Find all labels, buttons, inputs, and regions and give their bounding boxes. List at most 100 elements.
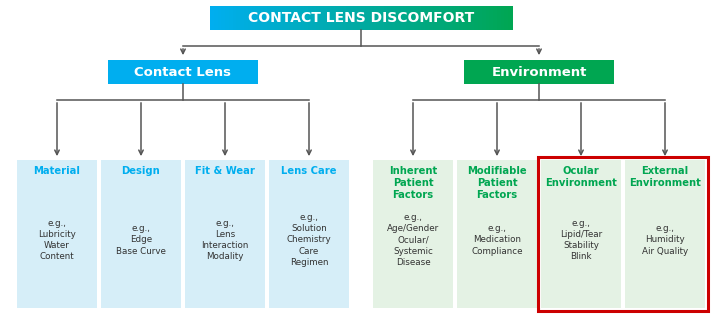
Text: Modifiable
Patient
Factors: Modifiable Patient Factors (467, 166, 527, 200)
Bar (293, 6, 297, 30)
Bar (354, 6, 357, 30)
Bar (334, 6, 339, 30)
Bar (185, 160, 265, 308)
Bar (373, 160, 453, 308)
Bar (500, 6, 505, 30)
Bar (327, 6, 331, 30)
Text: CONTACT LENS DISCOMFORT: CONTACT LENS DISCOMFORT (248, 11, 474, 25)
Bar (625, 160, 705, 308)
Text: Inherent
Patient
Factors: Inherent Patient Factors (389, 166, 437, 200)
Bar (349, 6, 354, 30)
Bar (466, 6, 471, 30)
Bar (486, 6, 490, 30)
Bar (444, 6, 448, 30)
Text: e.g.,
Edge
Base Curve: e.g., Edge Base Curve (116, 224, 166, 256)
Bar (266, 6, 271, 30)
Text: Fit & Wear: Fit & Wear (195, 166, 255, 176)
Bar (368, 6, 373, 30)
Bar (365, 6, 369, 30)
Bar (278, 6, 282, 30)
Bar (373, 6, 377, 30)
Text: Ocular
Environment: Ocular Environment (545, 166, 617, 188)
Text: e.g.,
Lens
Interaction
Modality: e.g., Lens Interaction Modality (201, 219, 248, 261)
Bar (232, 6, 237, 30)
Bar (456, 6, 460, 30)
Bar (508, 6, 513, 30)
Bar (380, 6, 384, 30)
Text: Environment: Environment (491, 65, 587, 78)
Bar (429, 6, 433, 30)
Text: e.g.,
Humidity
Air Quality: e.g., Humidity Air Quality (642, 224, 688, 256)
Bar (256, 6, 260, 30)
Bar (493, 6, 497, 30)
Text: Design: Design (121, 166, 160, 176)
Bar (319, 6, 323, 30)
Bar (459, 6, 464, 30)
Bar (316, 6, 320, 30)
Text: External
Environment: External Environment (629, 166, 701, 188)
Bar (451, 6, 456, 30)
Bar (17, 160, 97, 308)
Bar (478, 6, 482, 30)
Bar (269, 160, 349, 308)
Bar (225, 6, 230, 30)
Bar (214, 6, 218, 30)
Bar (300, 6, 305, 30)
Bar (463, 6, 467, 30)
Bar (474, 6, 479, 30)
Bar (437, 6, 440, 30)
Text: e.g.,
Lipid/Tear
Stability
Blink: e.g., Lipid/Tear Stability Blink (560, 219, 602, 261)
Bar (248, 6, 252, 30)
Bar (308, 6, 313, 30)
Bar (464, 60, 614, 84)
Bar (399, 6, 403, 30)
Bar (101, 160, 181, 308)
Bar (448, 6, 452, 30)
Bar (482, 6, 486, 30)
Bar (417, 6, 422, 30)
Bar (391, 6, 396, 30)
Bar (263, 6, 267, 30)
Bar (271, 6, 274, 30)
Bar (414, 6, 418, 30)
Bar (282, 6, 286, 30)
Bar (406, 6, 411, 30)
Bar (236, 6, 240, 30)
Bar (541, 160, 621, 308)
Bar (342, 6, 347, 30)
Bar (290, 6, 294, 30)
Text: Material: Material (33, 166, 80, 176)
Bar (339, 6, 343, 30)
Bar (312, 6, 316, 30)
Bar (217, 6, 222, 30)
Bar (108, 60, 258, 84)
Bar (395, 6, 399, 30)
Bar (425, 6, 430, 30)
Bar (497, 6, 501, 30)
Bar (305, 6, 308, 30)
Bar (222, 6, 225, 30)
Bar (440, 6, 445, 30)
Bar (457, 160, 537, 308)
Bar (210, 6, 214, 30)
Bar (331, 6, 335, 30)
Bar (432, 6, 437, 30)
Bar (285, 6, 290, 30)
Text: e.g.,
Age/Gender
Ocular/
Systemic
Disease: e.g., Age/Gender Ocular/ Systemic Diseas… (387, 213, 439, 267)
Bar (240, 6, 245, 30)
Bar (259, 6, 264, 30)
Bar (383, 6, 388, 30)
Bar (244, 6, 248, 30)
Bar (505, 6, 509, 30)
Bar (361, 6, 365, 30)
Text: e.g.,
Lubricity
Water
Content: e.g., Lubricity Water Content (38, 219, 76, 261)
Text: e.g.,
Solution
Chemistry
Care
Regimen: e.g., Solution Chemistry Care Regimen (287, 213, 331, 267)
Bar (376, 6, 380, 30)
Bar (422, 6, 426, 30)
Bar (538, 157, 708, 311)
Text: Lens Care: Lens Care (282, 166, 336, 176)
Bar (274, 6, 279, 30)
Bar (410, 6, 414, 30)
Text: Contact Lens: Contact Lens (134, 65, 232, 78)
Bar (323, 6, 328, 30)
